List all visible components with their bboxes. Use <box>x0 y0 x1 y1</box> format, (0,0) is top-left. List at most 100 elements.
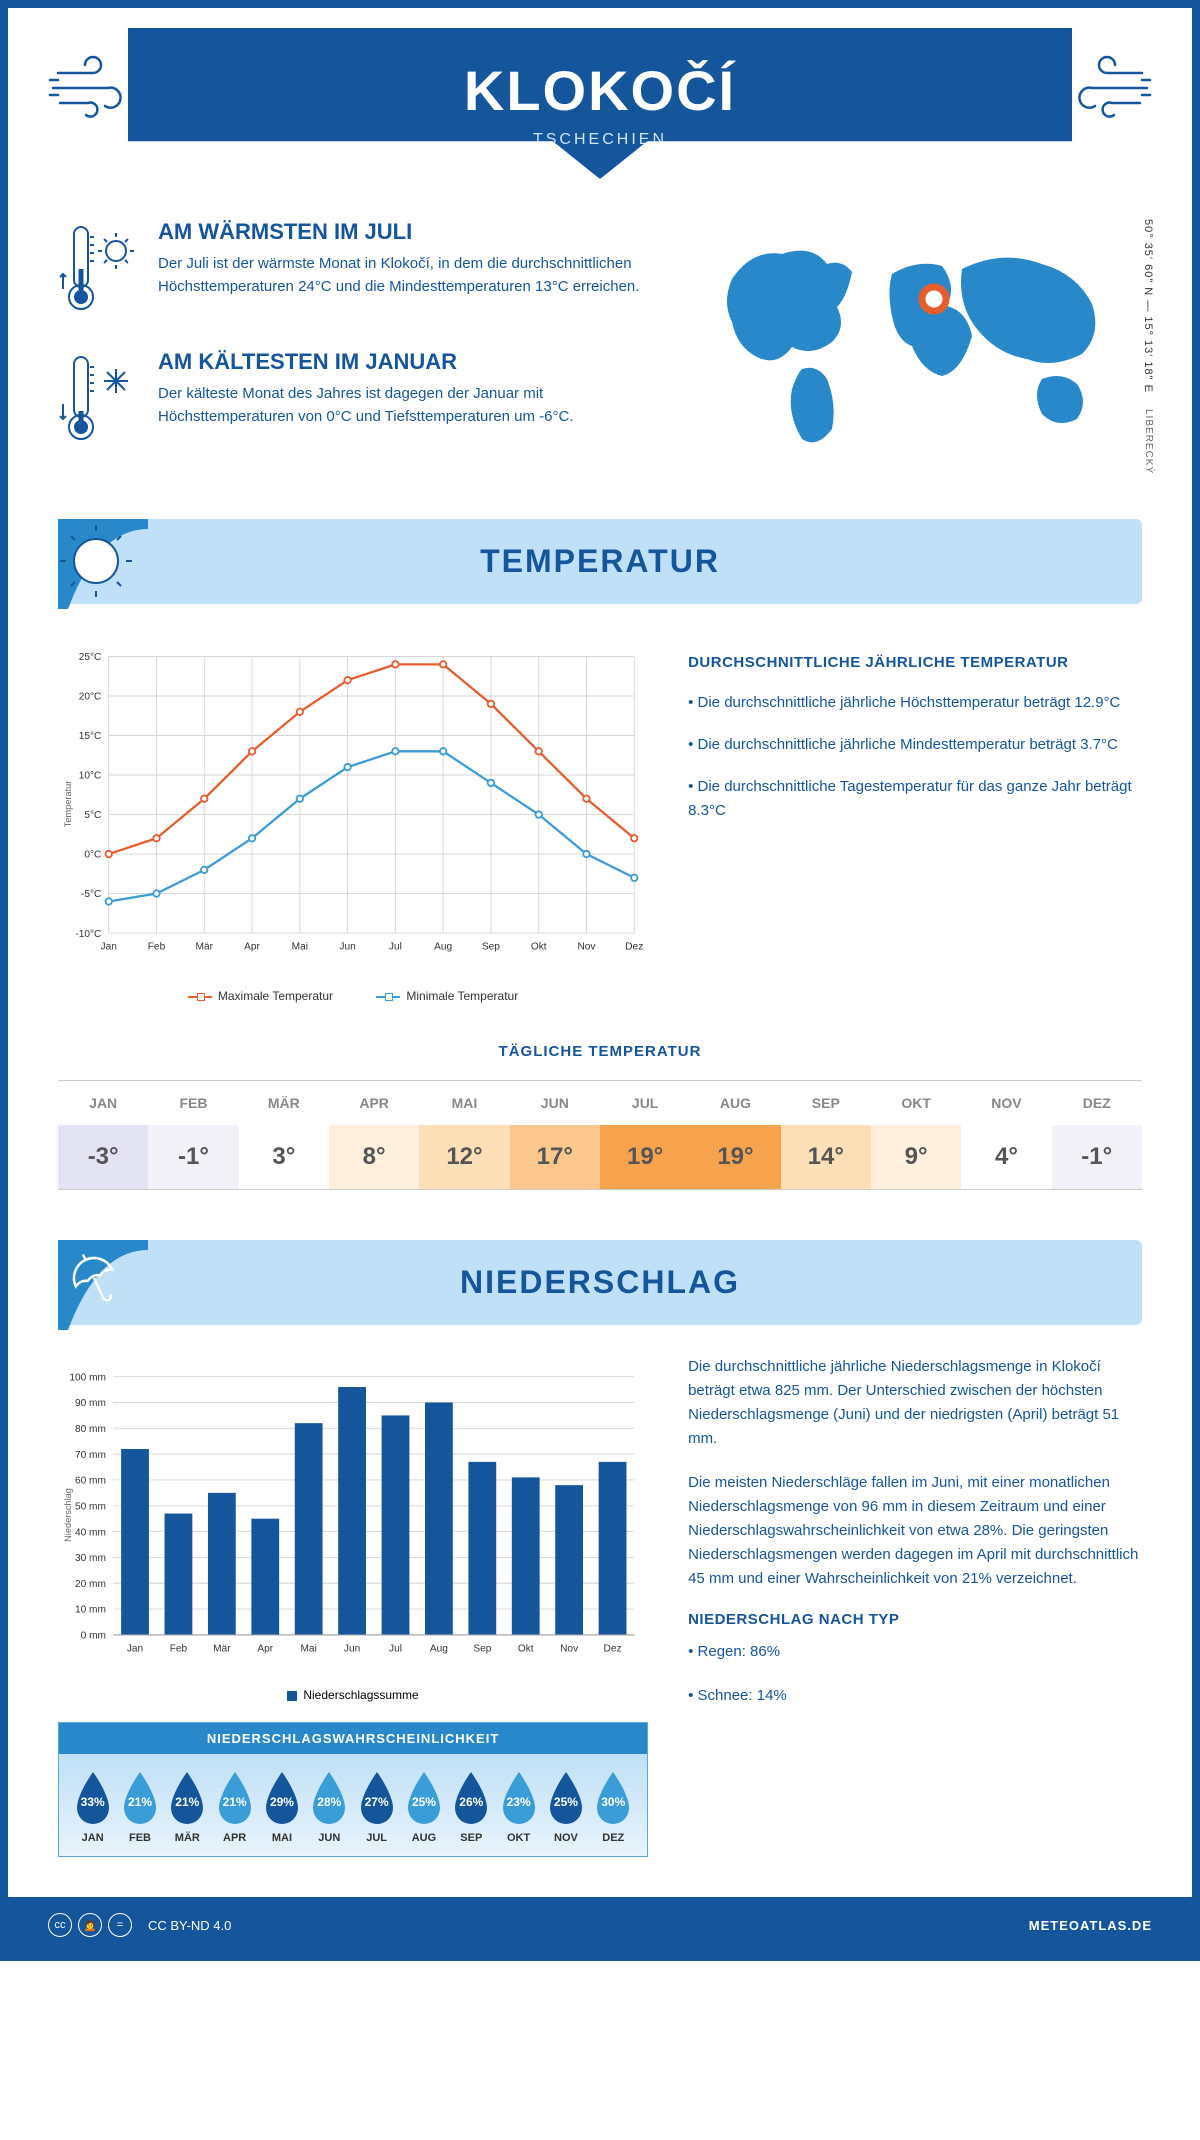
map-area: 50° 35' 60" N — 15° 13' 18" E LIBERECKÝ <box>702 219 1142 479</box>
drop-pct: 21% <box>128 1795 152 1809</box>
svg-text:40 mm: 40 mm <box>75 1527 106 1538</box>
temp-cell-value: 12° <box>419 1125 509 1189</box>
precip-type-bullet: • Regen: 86% <box>688 1640 1142 1664</box>
svg-text:25°C: 25°C <box>79 652 102 663</box>
precip-para: Die durchschnittliche jährliche Niedersc… <box>688 1355 1142 1451</box>
svg-text:Sep: Sep <box>482 942 500 953</box>
drop-icon: 23% <box>497 1770 541 1826</box>
svg-text:Okt: Okt <box>518 1643 534 1654</box>
drop-month: OKT <box>497 1832 541 1844</box>
svg-text:Jun: Jun <box>339 942 355 953</box>
drop-item: 26%SEP <box>449 1770 493 1844</box>
temp-cell: DEZ-1° <box>1052 1081 1142 1189</box>
temp-bullet: • Die durchschnittliche Tagestemperatur … <box>688 775 1142 823</box>
drop-item: 21% MÄR <box>165 1770 209 1844</box>
daily-temp-table: JAN-3°FEB-1°MÄR3°APR8°MAI12°JUN17°JUL19°… <box>58 1080 1142 1190</box>
drop-pct: 26% <box>459 1795 483 1809</box>
drop-icon: 27% <box>355 1770 399 1826</box>
temp-cell: MÄR3° <box>239 1081 329 1189</box>
nd-icon: = <box>108 1913 132 1937</box>
license-label: CC BY-ND 4.0 <box>148 1918 231 1933</box>
drop-pct: 30% <box>601 1795 625 1809</box>
world-map-icon <box>702 219 1142 459</box>
drop-month: MAI <box>260 1832 304 1844</box>
temp-bullet: • Die durchschnittliche jährliche Höchst… <box>688 691 1142 715</box>
svg-text:Mai: Mai <box>292 942 308 953</box>
country-label: TSCHECHIEN <box>168 131 1032 149</box>
temp-body: -10°C-5°C0°C5°C10°C15°C20°C25°CJanFebMär… <box>58 634 1142 1003</box>
section-header-precip: NIEDERSCHLAG <box>58 1240 1142 1325</box>
temp-cell-value: 3° <box>239 1125 329 1189</box>
temp-cell-value: 17° <box>510 1125 600 1189</box>
drop-icon: 21% <box>213 1770 257 1826</box>
drop-icon: 21% <box>165 1770 209 1826</box>
cc-icon: cc <box>48 1913 72 1937</box>
by-icon: 🙍 <box>78 1913 102 1937</box>
drop-month: NOV <box>544 1832 588 1844</box>
temp-cell: JUL19° <box>600 1081 690 1189</box>
svg-text:10 mm: 10 mm <box>75 1605 106 1616</box>
fact-cold: AM KÄLTESTEN IM JANUAR Der kälteste Mona… <box>58 349 662 449</box>
temp-cell-value: -3° <box>58 1125 148 1189</box>
svg-text:Mai: Mai <box>301 1643 317 1654</box>
svg-text:0°C: 0°C <box>84 850 101 861</box>
temp-cell-month: MAI <box>419 1081 509 1125</box>
drop-item: 33%JAN <box>71 1770 115 1844</box>
legend-min: Minimale Temperatur <box>406 989 518 1003</box>
svg-text:Aug: Aug <box>430 1643 448 1654</box>
precip-legend: Niederschlagssumme <box>58 1688 648 1702</box>
drop-month: APR <box>213 1832 257 1844</box>
thermometer-warm-icon <box>58 219 138 319</box>
temp-sidebar-title: DURCHSCHNITTLICHE JÄHRLICHE TEMPERATUR <box>688 654 1142 671</box>
svg-text:Jan: Jan <box>127 1643 143 1654</box>
cc-icons: cc 🙍 = CC BY-ND 4.0 <box>48 1913 231 1937</box>
drop-month: JUN <box>307 1832 351 1844</box>
temp-cell-month: JAN <box>58 1081 148 1125</box>
temp-cell-value: 19° <box>600 1125 690 1189</box>
drop-pct: 29% <box>270 1795 294 1809</box>
drop-pct: 33% <box>81 1795 105 1809</box>
prob-title: NIEDERSCHLAGSWAHRSCHEINLICHKEIT <box>59 1723 647 1754</box>
temp-text: DURCHSCHNITTLICHE JÄHRLICHE TEMPERATUR •… <box>688 634 1142 1003</box>
drop-month: FEB <box>118 1832 162 1844</box>
temp-cell-value: 4° <box>961 1125 1051 1189</box>
svg-text:-10°C: -10°C <box>75 929 101 940</box>
svg-text:Niederschlag: Niederschlag <box>63 1488 73 1542</box>
drop-pct: 27% <box>365 1795 389 1809</box>
precip-right: Die durchschnittliche jährliche Niedersc… <box>688 1355 1142 1857</box>
daily-temp-title: TÄGLICHE TEMPERATUR <box>58 1043 1142 1060</box>
svg-text:Jun: Jun <box>344 1643 360 1654</box>
drop-item: 30%DEZ <box>591 1770 635 1844</box>
temp-cell-month: NOV <box>961 1081 1051 1125</box>
drop-icon: 25% <box>544 1770 588 1826</box>
svg-text:Jul: Jul <box>389 1643 402 1654</box>
top-section: AM WÄRMSTEN IM JULI Der Juli ist der wär… <box>58 219 1142 479</box>
section-title: TEMPERATUR <box>82 543 1118 580</box>
temp-legend: Maximale Temperatur Minimale Temperatur <box>58 989 648 1003</box>
drop-item: 21% FEB <box>118 1770 162 1844</box>
svg-text:Apr: Apr <box>257 1643 273 1654</box>
drop-item: 27%JUL <box>355 1770 399 1844</box>
header-wrap: KLOKOČÍ TSCHECHIEN <box>8 8 1192 179</box>
svg-text:Nov: Nov <box>560 1643 579 1654</box>
temp-cell-month: DEZ <box>1052 1081 1142 1125</box>
drop-icon: 21% <box>118 1770 162 1826</box>
site-label: METEOATLAS.DE <box>1029 1918 1152 1933</box>
svg-text:50 mm: 50 mm <box>75 1501 106 1512</box>
temp-cell-month: SEP <box>781 1081 871 1125</box>
svg-text:70 mm: 70 mm <box>75 1450 106 1461</box>
svg-text:Okt: Okt <box>531 942 547 953</box>
page-title: KLOKOČÍ <box>168 58 1032 123</box>
svg-text:Apr: Apr <box>244 942 260 953</box>
region-label: LIBERECKÝ <box>1143 409 1154 474</box>
drop-item: 29% MAI <box>260 1770 304 1844</box>
section-title: NIEDERSCHLAG <box>82 1264 1118 1301</box>
precip-body: 0 mm10 mm20 mm30 mm40 mm50 mm60 mm70 mm8… <box>58 1355 1142 1857</box>
drop-month: MÄR <box>165 1832 209 1844</box>
temp-cell-value: 14° <box>781 1125 871 1189</box>
drop-icon: 33% <box>71 1770 115 1826</box>
coords-label: 50° 35' 60" N — 15° 13' 18" E <box>1142 219 1154 393</box>
fact-text: Der kälteste Monat des Jahres ist dagege… <box>158 383 662 428</box>
drop-icon: 29% <box>260 1770 304 1826</box>
fact-content: AM KÄLTESTEN IM JANUAR Der kälteste Mona… <box>158 349 662 449</box>
